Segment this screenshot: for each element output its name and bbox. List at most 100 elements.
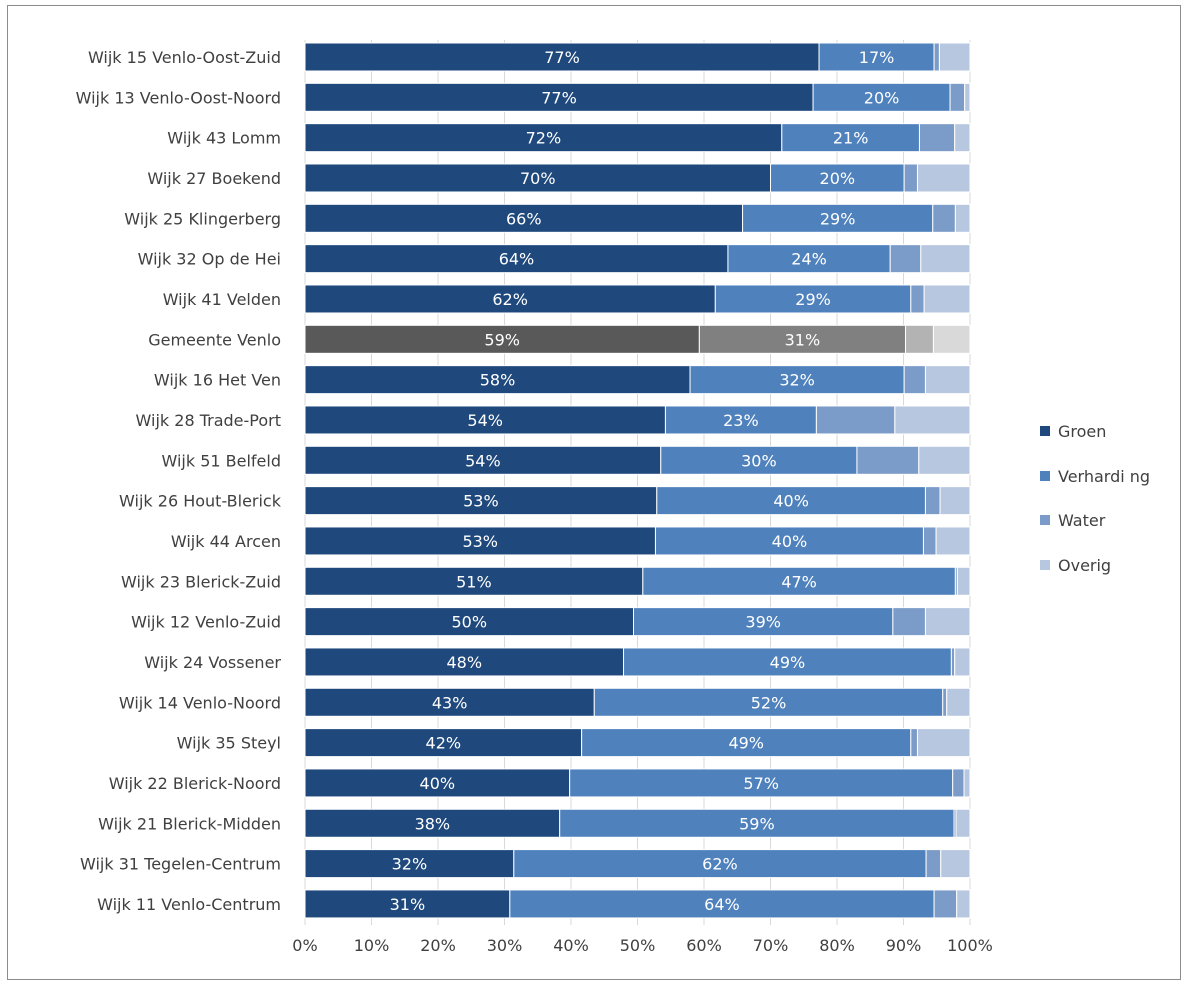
data-label: 57% [743,774,779,793]
x-tick-label: 10% [354,936,390,955]
legend-label: Verhardi ng [1058,467,1150,486]
bar-segment-overig [940,849,971,879]
data-label: 70% [520,169,556,188]
category-label: Wijk 32 Op de Hei [138,250,281,269]
bar-segment-overig [923,284,971,314]
bar-segment-overig [920,244,971,274]
bar-segment-verhardi-ng [633,607,894,637]
bar-segment-water [932,203,956,233]
data-label: 17% [859,48,895,67]
category-labels: Wijk 15 Venlo-Oost-Zuid Wijk 13 Venlo-Oos… [76,48,282,914]
bar-segment-overig [916,163,971,193]
data-label: 47% [781,572,817,591]
bar-segment-verhardi-ng [689,365,905,395]
data-label: 30% [741,451,777,470]
bar-segment-groen [304,324,700,354]
legend-swatch [1040,471,1050,481]
x-tick-label: 90% [886,936,922,955]
category-label: Wijk 14 Venlo-Noord [119,693,281,712]
category-label: Wijk 26 Hout-Blerick [119,492,282,511]
data-label: 31% [785,330,821,349]
data-label: 52% [751,693,787,712]
data-label: 48% [446,653,482,672]
data-label: 49% [770,653,806,672]
data-label: 42% [426,734,462,753]
bar-segment-overig [955,808,971,838]
bar-segment-verhardi-ng [569,768,954,798]
legend-label: Groen [1058,422,1106,441]
bar-segment-water [952,768,965,798]
bar-segment-groen [304,42,820,72]
bar-segment-water [922,526,937,556]
data-label: 24% [791,250,827,269]
category-label: Wijk 31 Tegelen-Centrum [80,855,281,874]
bar-segment-water [910,728,918,758]
bar-segment-water [918,123,956,153]
category-label: Wijk 24 Vossener [144,653,281,672]
bar-segment-groen [304,123,783,153]
data-label: 40% [772,532,808,551]
bar-segment-groen [304,405,666,435]
category-label: Wijk 22 Blerick-Noord [109,774,281,793]
bar-segment-verhardi-ng [623,647,952,677]
category-label: Wijk 23 Blerick-Zuid [121,572,281,591]
bar-segment-verhardi-ng [714,284,912,314]
data-label: 54% [465,451,501,470]
data-label: 50% [451,613,487,632]
bar-segment-overig [963,768,971,798]
bar-segment-groen [304,244,729,274]
bar-segment-water [949,82,966,112]
bar-segment-water [889,244,922,274]
bar-segment-groen [304,284,716,314]
category-label: Wijk 13 Venlo-Oost-Noord [76,88,281,107]
bar-segment-verhardi-ng [770,163,905,193]
bar-segment-verhardi-ng [509,889,935,919]
legend-swatch [1040,515,1050,525]
legend-swatch [1040,426,1050,436]
data-label: 66% [506,209,542,228]
data-label: 51% [456,572,492,591]
data-label: 62% [702,855,738,874]
bar-segment-verhardi-ng [654,526,924,556]
legend-label: Overig [1058,556,1111,575]
data-label: 31% [390,895,426,914]
category-label: Wijk 35 Steyl [177,734,281,753]
bar-segment-groen [304,566,644,596]
bar-segment-overig [938,42,971,72]
x-tick-label: 50% [620,936,656,955]
category-label: Wijk 43 Lomm [167,129,281,148]
bar-segment-overig [932,324,971,354]
bar-segment-overig [918,445,971,475]
bar-segment-verhardi-ng [664,405,817,435]
bar-segment-overig [946,687,971,717]
data-label: 32% [392,855,428,874]
x-axis-tick-labels: 0% 10% 20% 30% 40% 50% 60% 70% 80% 90% 100% [292,936,993,955]
bar-segment-overig [956,889,971,919]
x-tick-label: 30% [487,936,523,955]
data-label: 40% [773,492,809,511]
bar-segment-water [856,445,920,475]
legend-label: Water [1058,511,1106,530]
bar-segment-verhardi-ng [781,123,920,153]
data-label: 43% [432,693,468,712]
category-label: Gemeente Venlo [148,330,281,349]
data-label: 62% [492,290,528,309]
bar-segment-verhardi-ng [513,849,927,879]
category-label: Wijk 16 Het Ven [154,371,281,390]
data-label: 49% [728,734,764,753]
legend: Groen Verhardi ng Water Overig [1040,422,1150,575]
x-tick-label: 0% [292,936,317,955]
category-label: Wijk 21 Blerick-Midden [98,814,281,833]
bar-segment-overig [954,647,971,677]
data-label: 53% [462,532,498,551]
bar-segment-verhardi-ng [727,244,891,274]
bar-segment-water [892,607,926,637]
data-label: 21% [833,129,869,148]
bar-segment-verhardi-ng [593,687,944,717]
bar-segment-verhardi-ng [559,808,955,838]
bar-segment-water [904,324,934,354]
category-label: Wijk 25 Klingerberg [124,209,281,228]
bar-segment-water [903,365,926,395]
data-label: 39% [745,613,781,632]
